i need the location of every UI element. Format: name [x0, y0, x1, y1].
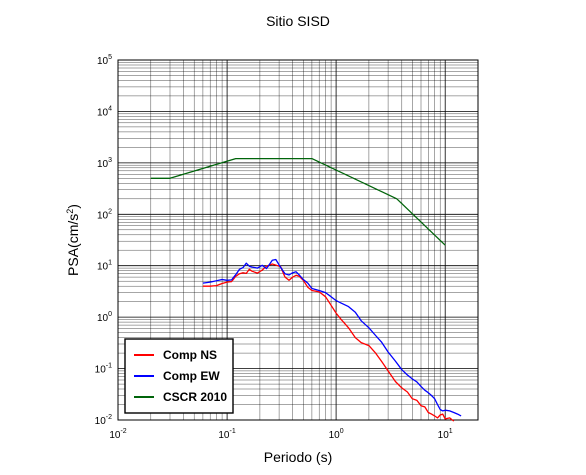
y-tick-label: 103 — [97, 157, 112, 170]
series-layer — [150, 157, 462, 422]
y-tick-label: 105 — [97, 54, 112, 67]
tick-base: 10 — [97, 313, 109, 324]
series-line-2 — [202, 258, 462, 417]
tick-exponent: -2 — [120, 428, 126, 435]
tick-base: 10 — [438, 430, 450, 441]
x-tick-label: 10-2 — [109, 428, 126, 441]
tick-base: 10 — [95, 416, 107, 427]
y-tick-label: 102 — [97, 208, 112, 221]
tick-exponent: 3 — [108, 157, 112, 164]
tick-base: 10 — [218, 430, 230, 441]
x-tick-label: 10-1 — [218, 428, 235, 441]
series-line-3 — [150, 157, 446, 246]
tick-base: 10 — [95, 365, 107, 376]
tick-base: 10 — [97, 56, 109, 67]
y-tick-label: 10-2 — [95, 414, 112, 427]
legend-label-3: CSCR 2010 — [163, 390, 227, 404]
tick-exponent: -1 — [230, 428, 236, 435]
grid — [117, 59, 479, 421]
tick-base: 10 — [109, 430, 121, 441]
x-tick-label: 101 — [438, 428, 453, 441]
tick-exponent: 2 — [108, 208, 112, 215]
tick-exponent: -2 — [106, 414, 112, 421]
series-line-1 — [202, 263, 455, 422]
y-axis-title-sup: 2 — [65, 209, 75, 214]
tick-exponent: 1 — [108, 260, 112, 267]
tick-exponent: 0 — [108, 311, 112, 318]
y-tick-label: 101 — [97, 260, 112, 273]
tick-base: 10 — [97, 210, 109, 221]
chart-title: Sitio SISD — [266, 13, 330, 29]
plot-frame — [117, 59, 479, 421]
y-tick-label: 100 — [97, 311, 112, 324]
legend-label-2: Comp EW — [163, 369, 220, 383]
tick-exponent: 4 — [108, 105, 112, 112]
x-tick-label: 100 — [329, 428, 344, 441]
x-axis-title: Periodo (s) — [264, 449, 332, 465]
y-axis-title-base: PSA(cm/s — [65, 214, 81, 276]
tick-exponent: -1 — [106, 363, 112, 370]
tick-base: 10 — [97, 159, 109, 170]
y-tick-label: 104 — [97, 105, 112, 118]
y-axis-title-tail: ) — [65, 204, 81, 209]
legend: Comp NS Comp EW CSCR 2010 — [124, 338, 234, 414]
tick-exponent: 5 — [108, 54, 112, 61]
y-tick-label: 10-1 — [95, 363, 112, 376]
tick-exponent: 1 — [449, 428, 453, 435]
y-axis-title: PSA(cm/s2) — [65, 204, 81, 276]
tick-base: 10 — [97, 107, 109, 118]
tick-base: 10 — [329, 430, 341, 441]
legend-label-1: Comp NS — [163, 348, 217, 362]
tick-exponent: 0 — [340, 428, 344, 435]
tick-base: 10 — [97, 262, 109, 273]
